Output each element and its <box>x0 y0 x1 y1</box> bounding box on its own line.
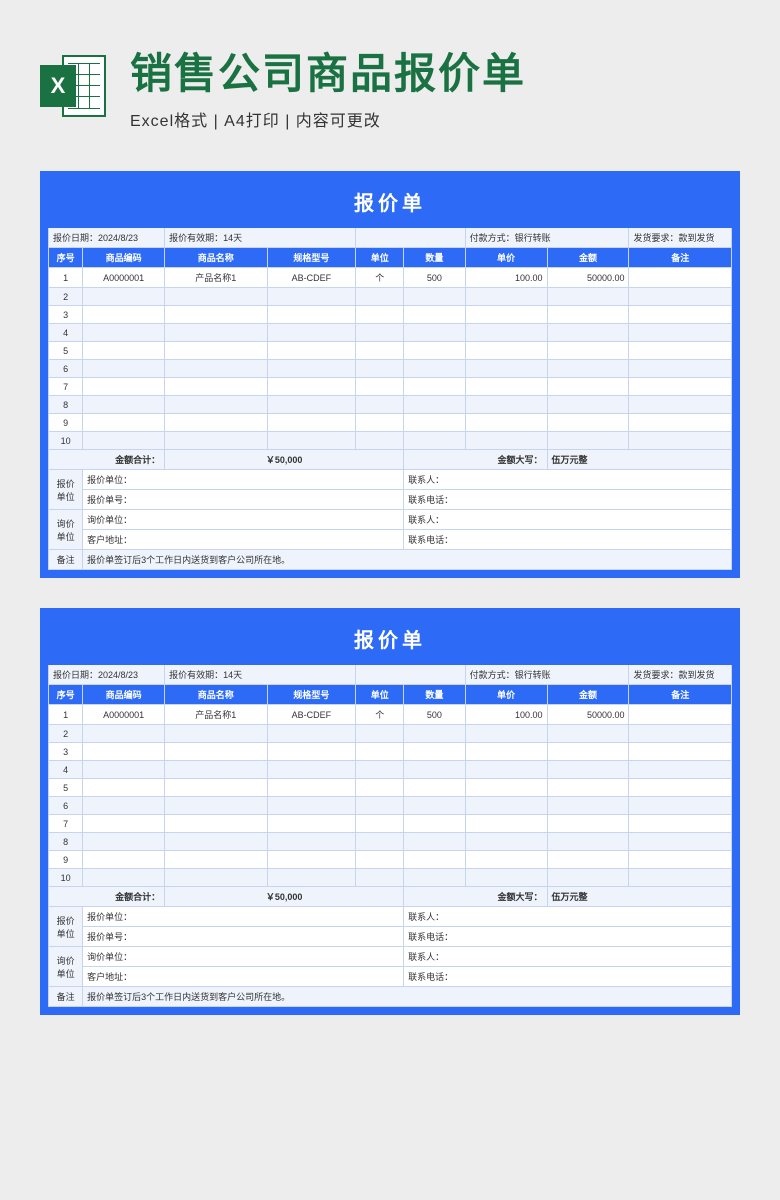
quote-no-row: 报价单号： 联系电话： <box>49 927 732 947</box>
col-header: 金额 <box>547 248 629 268</box>
address-row: 客户地址： 联系电话： <box>49 967 732 987</box>
quotation-table: 报价日期：2024/8/23 报价有效期：14天 付款方式：银行转账 发货要求：… <box>48 228 732 570</box>
table-row: 1A0000001产品名称1AB-CDEF 个500100.0050000.00 <box>49 705 732 725</box>
col-header: 规格型号 <box>267 685 356 705</box>
col-header: 商品名称 <box>165 685 267 705</box>
quote-unit-row: 报价 单位 报价单位： 联系人： <box>49 470 732 490</box>
meta-row: 报价日期：2024/8/23 报价有效期：14天 付款方式：银行转账 发货要求：… <box>49 665 732 685</box>
col-header: 规格型号 <box>267 248 356 268</box>
table-row: 9 <box>49 414 732 432</box>
table-row: 4 <box>49 324 732 342</box>
col-header: 商品名称 <box>165 248 267 268</box>
table-row: 5 <box>49 779 732 797</box>
note-row: 备注 报价单签订后3个工作日内送货到客户公司所在地。 <box>49 987 732 1007</box>
inquiry-unit-row: 询价 单位 询价单位： 联系人： <box>49 510 732 530</box>
table-row: 6 <box>49 797 732 815</box>
col-header: 备注 <box>629 248 732 268</box>
excel-x-badge: X <box>40 65 76 107</box>
col-header: 商品编码 <box>83 248 165 268</box>
table-row: 5 <box>49 342 732 360</box>
table-row: 7 <box>49 815 732 833</box>
table-row: 9 <box>49 851 732 869</box>
table-row: 8 <box>49 396 732 414</box>
inquiry-unit-row: 询价 单位 询价单位： 联系人： <box>49 947 732 967</box>
table-row: 6 <box>49 360 732 378</box>
col-header: 单价 <box>465 248 547 268</box>
col-header: 单位 <box>356 685 404 705</box>
table-row: 8 <box>49 833 732 851</box>
sub-title: Excel格式 | A4打印 | 内容可更改 <box>130 107 740 131</box>
sheet-title: 报价单 <box>48 179 732 228</box>
address-row: 客户地址： 联系电话： <box>49 530 732 550</box>
table-row: 2 <box>49 288 732 306</box>
meta-row: 报价日期：2024/8/23 报价有效期：14天 付款方式：银行转账 发货要求：… <box>49 228 732 248</box>
quote-unit-row: 报价 单位 报价单位： 联系人： <box>49 907 732 927</box>
table-row: 7 <box>49 378 732 396</box>
sheet-title: 报价单 <box>48 616 732 665</box>
page-header: X 销售公司商品报价单 Excel格式 | A4打印 | 内容可更改 <box>0 0 780 151</box>
main-title: 销售公司商品报价单 <box>130 40 740 101</box>
table-row: 10 <box>49 432 732 450</box>
table-row: 3 <box>49 306 732 324</box>
table-row: 1A0000001产品名称1AB-CDEF 个500100.0050000.00 <box>49 268 732 288</box>
col-header: 单价 <box>465 685 547 705</box>
table-row: 3 <box>49 743 732 761</box>
col-header: 序号 <box>49 248 83 268</box>
col-header: 单位 <box>356 248 404 268</box>
col-header: 备注 <box>629 685 732 705</box>
col-header: 商品编码 <box>83 685 165 705</box>
quotation-sheet: 报价单 报价日期：2024/8/23 报价有效期：14天 付款方式：银行转账 发… <box>40 171 740 578</box>
table-row: 2 <box>49 725 732 743</box>
summary-row: 金额合计： ￥50,000 金额大写： 伍万元整 <box>49 450 732 470</box>
note-row: 备注 报价单签订后3个工作日内送货到客户公司所在地。 <box>49 550 732 570</box>
table-header: 序号商品编码商品名称规格型号单位数量单价金额备注 <box>49 248 732 268</box>
quote-no-row: 报价单号： 联系电话： <box>49 490 732 510</box>
table-row: 4 <box>49 761 732 779</box>
table-header: 序号商品编码商品名称规格型号单位数量单价金额备注 <box>49 685 732 705</box>
excel-icon: X <box>40 51 110 121</box>
table-row: 10 <box>49 869 732 887</box>
col-header: 序号 <box>49 685 83 705</box>
col-header: 数量 <box>404 248 465 268</box>
summary-row: 金额合计： ￥50,000 金额大写： 伍万元整 <box>49 887 732 907</box>
col-header: 数量 <box>404 685 465 705</box>
quotation-table: 报价日期：2024/8/23 报价有效期：14天 付款方式：银行转账 发货要求：… <box>48 665 732 1007</box>
quotation-sheet: 报价单 报价日期：2024/8/23 报价有效期：14天 付款方式：银行转账 发… <box>40 608 740 1015</box>
col-header: 金额 <box>547 685 629 705</box>
